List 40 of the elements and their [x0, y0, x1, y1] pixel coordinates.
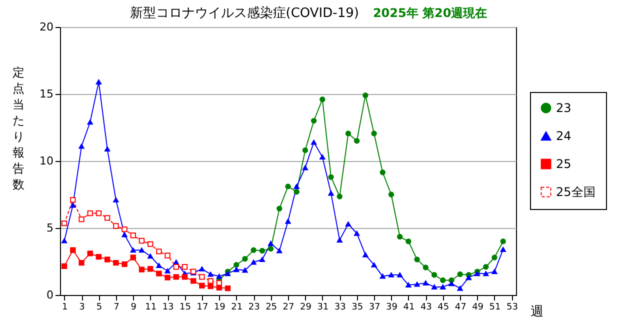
y-axis-title: 定点当たり報告数: [12, 66, 24, 192]
x-tick-label: 49: [472, 302, 484, 312]
x-tick-label: 11: [145, 302, 157, 312]
legend-label: 25全国: [556, 185, 596, 199]
y-tick-label: 15: [40, 88, 54, 100]
y-tick-label: 5: [46, 222, 54, 234]
x-tick-label: 5: [96, 302, 102, 312]
x-tick-label: 27: [282, 302, 294, 312]
x-tick-label: 25: [266, 302, 278, 312]
y-tick-label: 0: [46, 288, 54, 302]
x-tick-label: 13: [162, 302, 174, 312]
x-tick-label: 31: [317, 302, 329, 312]
x-tick-label: 45: [438, 302, 450, 312]
x-tick-label: 15: [180, 302, 191, 312]
x-tick-label: 23: [248, 302, 260, 312]
x-tick-label: 19: [214, 302, 226, 312]
x-tick-label: 3: [79, 302, 85, 312]
x-tick-label: 43: [420, 302, 432, 312]
x-tick-label: 7: [114, 302, 120, 312]
x-tick-label: 51: [489, 302, 501, 312]
x-tick-label: 9: [130, 302, 137, 312]
y-tick-label: 10: [40, 154, 54, 168]
x-tick-label: 33: [334, 302, 346, 312]
x-axis-title: 週: [530, 304, 544, 320]
x-tick-label: 29: [300, 302, 312, 312]
legend-label: 25: [556, 157, 572, 171]
x-tick-label: 41: [403, 302, 415, 312]
chart-title: 新型コロナウイルス感染症(COVID-19): [130, 6, 359, 21]
y-tick-label: 20: [40, 20, 54, 34]
x-tick-label: 53: [506, 302, 518, 312]
x-tick-label: 1: [62, 302, 68, 312]
legend-label: 24: [556, 129, 572, 143]
x-tick-label: 17: [196, 302, 208, 312]
legend-label: 23: [556, 101, 572, 115]
x-tick-label: 47: [454, 302, 466, 312]
x-tick-label: 39: [386, 302, 398, 312]
x-tick-label: 21: [231, 302, 243, 312]
x-tick-label: 37: [368, 302, 380, 312]
chart-subtitle: 2025年 第20週現在: [372, 6, 488, 20]
x-tick-label: 35: [352, 302, 364, 312]
